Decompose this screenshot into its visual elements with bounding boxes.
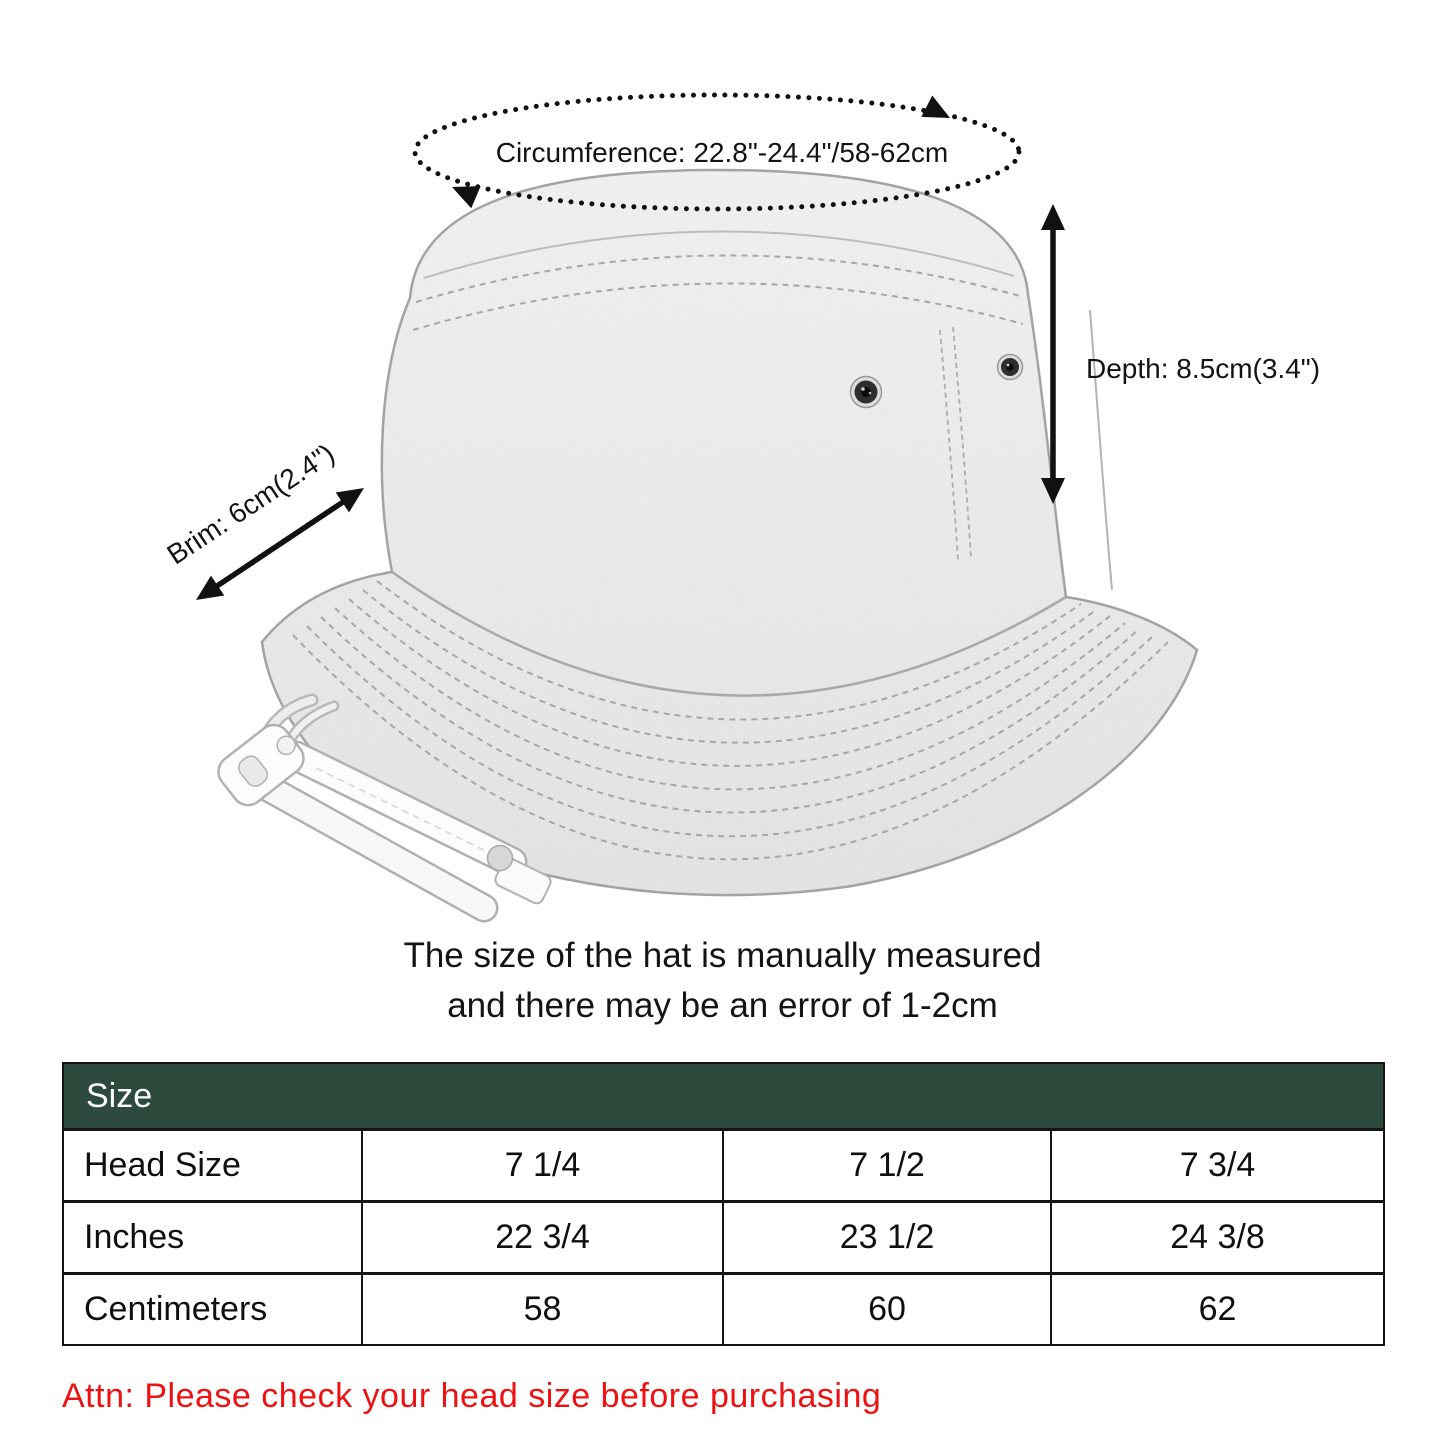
row-label: Centimeters: [62, 1272, 363, 1346]
strap-lower: [253, 773, 499, 923]
attention-note: Attn: Please check your head size before…: [62, 1377, 882, 1415]
strap-upper: [280, 740, 528, 878]
circumference-arrowhead: [921, 95, 950, 118]
depth-arrowhead: [1041, 478, 1065, 504]
cell-value: 7 1/2: [722, 1128, 1052, 1203]
cell-value: 23 1/2: [722, 1200, 1052, 1275]
strap-grommet: [486, 844, 514, 872]
table-row-centimeters: Centimeters 58 60 62: [62, 1272, 1386, 1346]
size-note-line2: and there may be an error of 1-2cm: [447, 986, 998, 1025]
chin-strap-toggle: [217, 723, 305, 807]
crown-brim-junction: [391, 570, 1067, 697]
cell-value: 60: [722, 1272, 1052, 1346]
brim-stitching: [292, 580, 1169, 861]
size-table-header-row: Size: [61, 1062, 1386, 1131]
fabric-texture: [262, 170, 1197, 896]
brim-arrow: [212, 497, 348, 591]
circumference-annotation: Circumference: 22.8"-24.4"/58-62cm: [412, 92, 1022, 212]
cell-value: 7 3/4: [1049, 1128, 1386, 1203]
row-label: Head Size: [62, 1128, 363, 1203]
cell-value: 24 3/8: [1049, 1200, 1386, 1275]
circumference-arrowhead: [452, 186, 481, 209]
size-note: The size of the hat is manually measured…: [0, 931, 1445, 1031]
depth-arrowhead: [1041, 204, 1065, 230]
eyelet-right: [996, 353, 1024, 381]
cell-value: 58: [361, 1272, 724, 1346]
brim-arrowhead: [196, 575, 225, 600]
crown-seams: [939, 309, 1113, 591]
circumference-ellipse: [412, 92, 1022, 212]
hat-body: [260, 168, 1199, 897]
depth-annotation: Depth: 8.5cm(3.4"): [1041, 204, 1320, 504]
cell-value: 7 1/4: [361, 1128, 724, 1203]
bucket-hat-illustration: Circumference: 22.8"-24.4"/58-62cm Depth…: [162, 92, 1320, 923]
depth-label: Depth: 8.5cm(3.4"): [1086, 353, 1320, 384]
size-table: Size Head Size 7 1/4 7 1/2 7 3/4 Inches …: [61, 1062, 1386, 1346]
circumference-label: Circumference: 22.8"-24.4"/58-62cm: [496, 137, 949, 168]
crown-stitching: [412, 230, 1024, 331]
brim-arrowhead: [335, 488, 364, 513]
table-row-head-size: Head Size 7 1/4 7 1/2 7 3/4: [62, 1128, 1386, 1203]
eyelet-left: [849, 375, 883, 409]
size-table-header: Size: [61, 1062, 1386, 1131]
brim-label: Brim: 6cm(2.4"): [162, 438, 340, 571]
table-row-inches: Inches 22 3/4 23 1/2 24 3/8: [62, 1200, 1386, 1275]
size-note-line1: The size of the hat is manually measured: [403, 936, 1042, 975]
cell-value: 22 3/4: [361, 1200, 724, 1275]
brim-annotation: Brim: 6cm(2.4"): [162, 438, 364, 600]
cell-value: 62: [1049, 1272, 1386, 1346]
row-label: Inches: [62, 1200, 363, 1275]
chin-strap: [217, 693, 552, 923]
